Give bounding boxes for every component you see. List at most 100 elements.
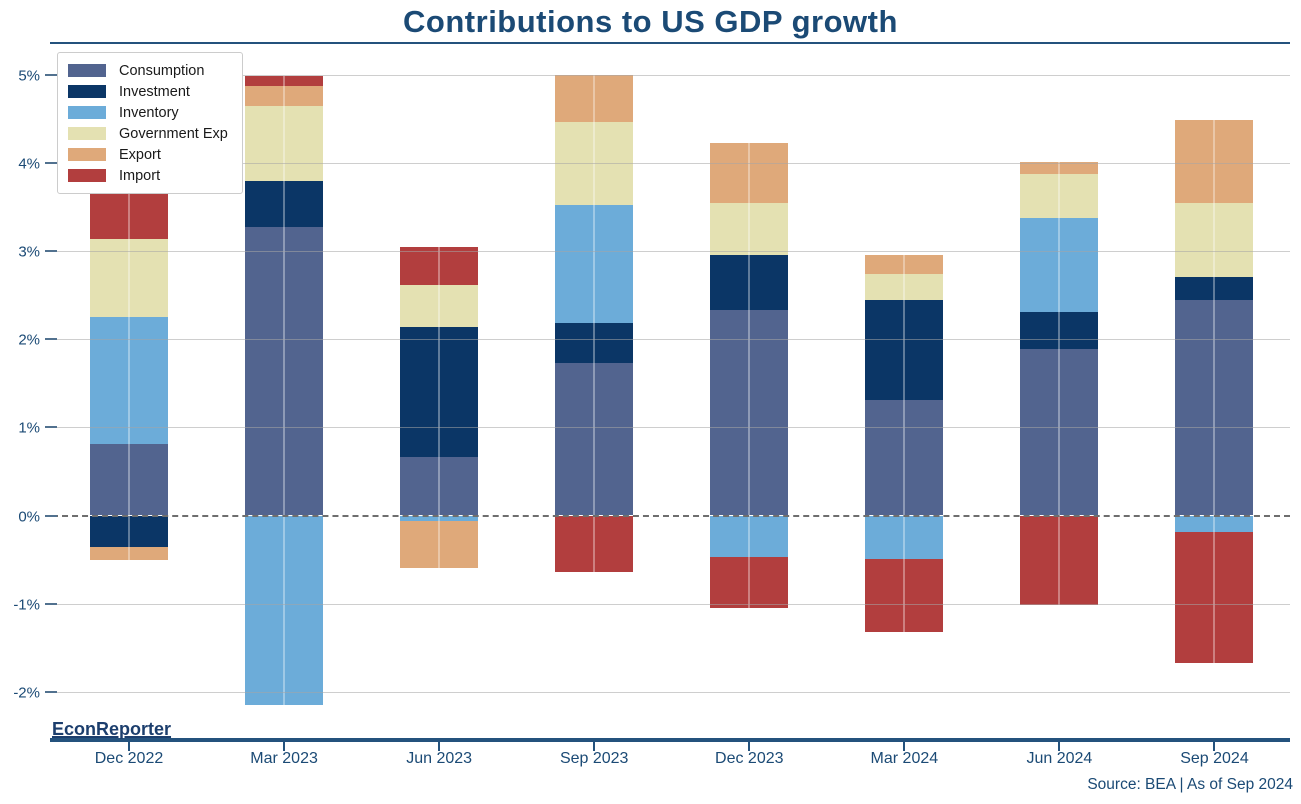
y-tick-mark	[45, 250, 57, 253]
bar-center-gridline	[1213, 119, 1216, 663]
legend-label: Inventory	[119, 104, 179, 121]
bar-segment-consumption	[555, 363, 634, 516]
bar-segment-consumption	[865, 400, 944, 516]
bar-segment-investment	[1175, 276, 1254, 301]
watermark-econreporter: EconReporter	[52, 719, 172, 739]
legend-item: Consumption	[68, 60, 228, 81]
legend-item: Export	[68, 144, 228, 165]
bar-segment-import	[865, 558, 944, 632]
chart-title: Contributions to US GDP growth	[403, 4, 898, 39]
gridline	[52, 339, 1290, 341]
bar-segment-import	[245, 75, 324, 87]
legend-swatch	[68, 169, 106, 182]
bar-segment-export	[400, 520, 479, 569]
x-tick	[283, 742, 286, 751]
legend-item: Inventory	[68, 102, 228, 123]
y-tick-label: 1%	[18, 419, 40, 437]
y-tick-mark	[45, 161, 57, 164]
bar-center-gridline	[593, 74, 596, 572]
bar-segment-inventory	[400, 515, 479, 521]
gridline	[52, 427, 1290, 429]
legend-label: Import	[119, 167, 161, 184]
legend-swatch	[68, 64, 106, 77]
bar-segment-export	[1175, 119, 1254, 203]
y-tick-mark	[45, 426, 57, 429]
y-tick-mark	[45, 514, 57, 517]
bar-segment-government-exp	[400, 285, 479, 327]
bar-center-gridline	[283, 75, 286, 705]
bar-segment-investment	[555, 323, 634, 363]
bar-center-gridline	[748, 142, 751, 609]
bar-segment-consumption	[400, 457, 479, 516]
legend-swatch	[68, 106, 106, 119]
x-tick-label: Jun 2024	[1026, 750, 1093, 767]
bar-segment-investment	[710, 255, 789, 311]
x-tick-label: Dec 2023	[715, 750, 784, 767]
bar-segment-import	[710, 556, 789, 609]
x-tick	[593, 742, 596, 751]
zero-gridline	[52, 514, 1290, 517]
y-tick-label: -2%	[13, 684, 40, 702]
bar-segment-investment	[1020, 311, 1099, 349]
bar-segment-inventory	[710, 515, 789, 557]
bar-segment-government-exp	[865, 273, 944, 300]
legend-label: Consumption	[119, 62, 205, 79]
gridline	[52, 691, 1290, 693]
title-underline	[50, 42, 1290, 44]
legend-item: Investment	[68, 81, 228, 102]
bar-segment-export	[865, 255, 944, 274]
bar-segment-consumption	[1175, 300, 1254, 516]
bar-segment-consumption	[1020, 348, 1099, 516]
bar-segment-import	[555, 515, 634, 572]
gridline	[52, 74, 1290, 76]
bar-segment-import	[1175, 532, 1254, 663]
x-tick-label: Sep 2024	[1180, 750, 1249, 767]
gridline	[52, 603, 1290, 605]
bar-segment-government-exp	[245, 105, 324, 181]
bar-segment-inventory	[90, 317, 168, 445]
x-tick-label: Mar 2023	[250, 750, 318, 767]
bar-segment-investment	[400, 326, 479, 458]
bar-segment-inventory	[1020, 218, 1099, 312]
bar-center-gridline	[128, 177, 130, 560]
x-tick	[1058, 742, 1061, 751]
bar-segment-inventory	[865, 515, 944, 559]
y-tick-mark	[45, 690, 57, 693]
source-note: Source: BEA | As of Sep 2024	[1087, 776, 1293, 793]
y-tick-label: -1%	[13, 596, 40, 614]
legend-label: Investment	[119, 83, 190, 100]
legend-swatch	[68, 85, 106, 98]
y-tick-label: 0%	[18, 508, 40, 525]
legend-label: Government Exp	[119, 125, 228, 142]
bar-segment-government-exp	[710, 202, 789, 256]
bar-segment-investment	[865, 299, 944, 401]
legend: Consumption Investment Inventory Government…	[57, 52, 243, 194]
bar-center-gridline	[1058, 162, 1061, 605]
y-tick-label: 5%	[18, 67, 40, 85]
bar-segment-export	[90, 547, 168, 560]
bar-segment-export	[555, 74, 634, 123]
bar-segment-inventory	[245, 515, 324, 705]
legend-swatch	[68, 127, 106, 140]
y-tick-label: 4%	[18, 155, 40, 173]
x-tick	[438, 742, 441, 751]
x-axis-line	[50, 738, 1290, 742]
y-tick-label: 2%	[18, 331, 40, 349]
legend-item: Import	[68, 165, 228, 186]
bar-segment-investment	[90, 515, 168, 548]
bar-segment-export	[245, 86, 324, 106]
bar-segment-import	[1020, 515, 1099, 605]
gridline	[52, 251, 1290, 253]
legend-swatch	[68, 148, 106, 161]
x-tick-label: Mar 2024	[870, 750, 939, 767]
legend-label: Export	[119, 146, 161, 163]
bar-segment-consumption	[710, 310, 789, 516]
bar-segment-import	[400, 246, 479, 286]
x-tick-label: Sep 2023	[559, 750, 629, 767]
y-tick-mark	[45, 338, 57, 341]
bar-segment-inventory	[555, 205, 634, 324]
bar-center-gridline	[438, 246, 441, 569]
bar-segment-export	[1020, 162, 1099, 175]
x-tick	[1213, 742, 1216, 751]
